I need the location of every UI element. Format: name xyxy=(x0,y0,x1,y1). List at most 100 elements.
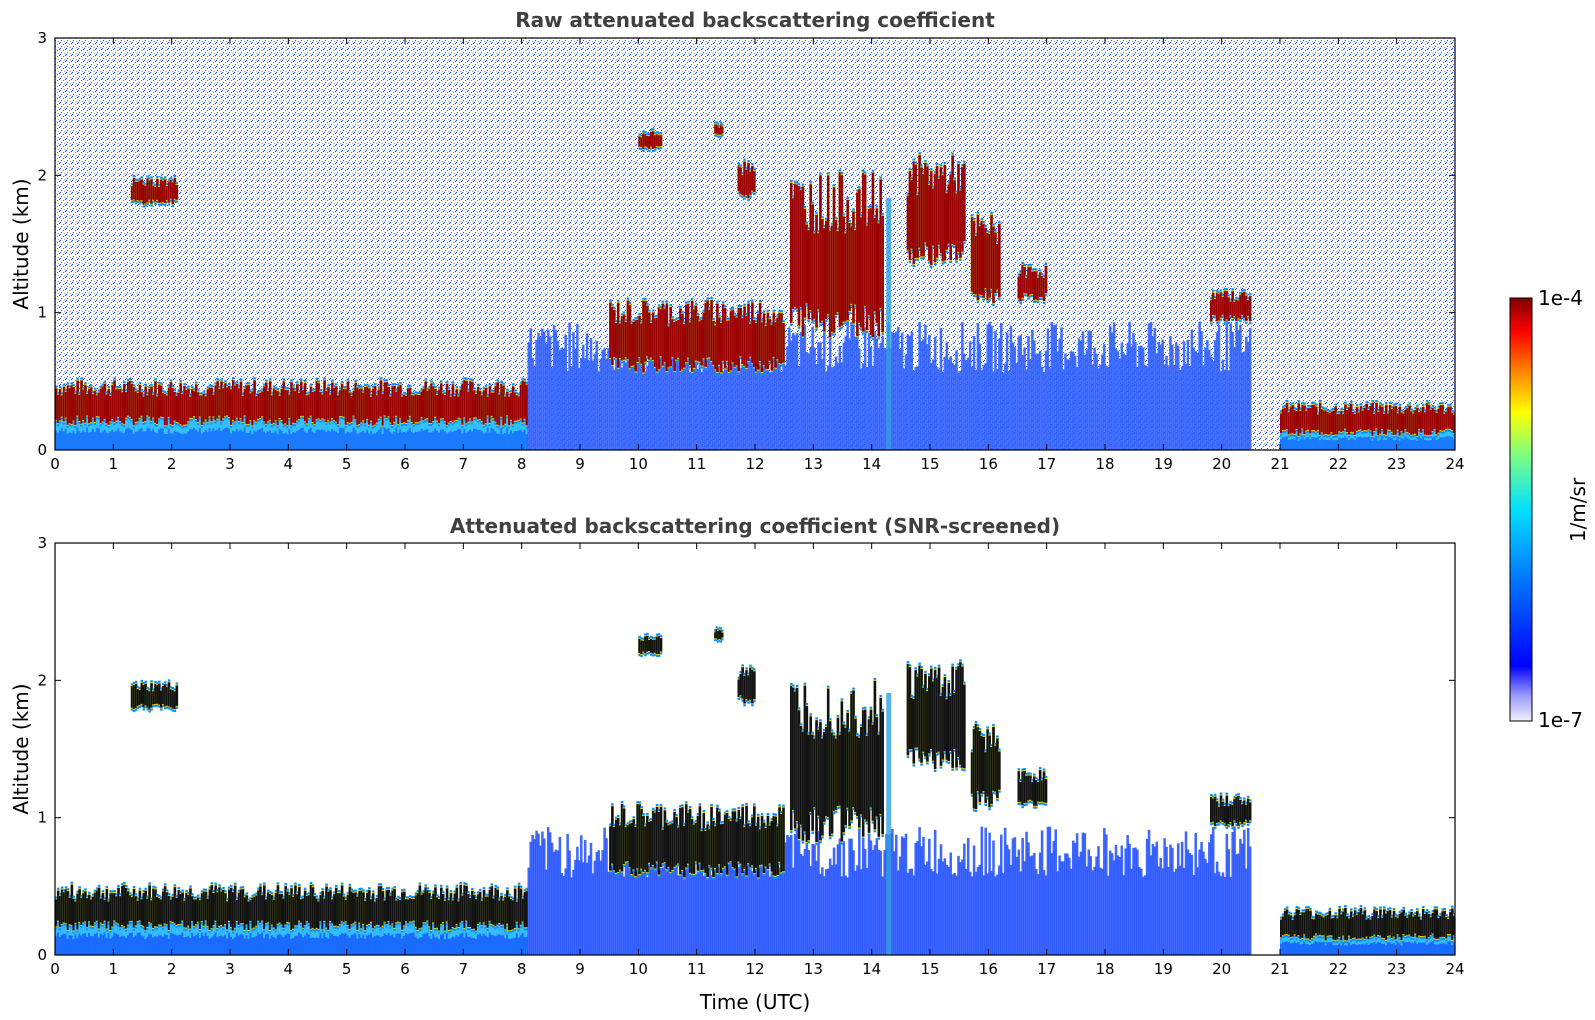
layer-column xyxy=(1062,369,1065,450)
cloud-core xyxy=(943,165,947,261)
layer-column xyxy=(706,847,709,955)
aerosol-bottom xyxy=(222,926,225,937)
cloud-core xyxy=(661,303,665,366)
cloud-core xyxy=(1285,909,1289,935)
aerosol-bottom xyxy=(266,421,270,432)
layer-column xyxy=(1085,866,1089,955)
cloud-core xyxy=(478,390,482,420)
cloud-core xyxy=(189,396,192,418)
cloud-core xyxy=(1412,413,1415,435)
layer-column xyxy=(597,371,601,450)
aerosol-column xyxy=(453,927,457,955)
layer-column xyxy=(966,837,970,955)
aerosol-column xyxy=(502,924,505,955)
aerosol-bottom xyxy=(185,927,188,938)
layer-column xyxy=(661,349,665,450)
cloud-core xyxy=(265,382,268,424)
aerosol-bottom xyxy=(86,415,89,428)
cloud-core xyxy=(683,324,686,368)
aerosol-column xyxy=(414,422,418,450)
cloud-core xyxy=(354,892,357,922)
layer-column xyxy=(702,336,706,450)
layer-column xyxy=(603,348,606,450)
layer-column xyxy=(1163,838,1166,955)
layer-column xyxy=(1066,359,1069,450)
aerosol-column xyxy=(508,425,511,450)
aerosol-column xyxy=(245,924,249,955)
cloud-core xyxy=(1408,914,1411,935)
aerosol-column xyxy=(160,924,163,955)
aerosol-bottom xyxy=(117,923,120,935)
cloud-core xyxy=(992,226,995,304)
aerosol-bottom xyxy=(144,930,147,939)
layer-column xyxy=(871,365,875,450)
aerosol-bottom xyxy=(173,923,177,935)
layer-column xyxy=(657,863,661,955)
cloud-core xyxy=(1231,291,1234,319)
aerosol-bottom xyxy=(1291,936,1295,944)
cloud-core xyxy=(95,395,99,417)
aerosol-column xyxy=(1388,429,1392,450)
cloud-core xyxy=(772,312,776,357)
cloud-core xyxy=(204,891,208,921)
layer-column xyxy=(694,360,698,450)
aerosol-bottom xyxy=(58,927,62,937)
aerosol-bottom xyxy=(434,416,437,429)
cloud-core xyxy=(1318,402,1322,435)
layer-column xyxy=(1138,867,1141,955)
cloud-core xyxy=(391,890,394,924)
layer-column xyxy=(651,323,655,450)
cloud-core xyxy=(401,396,404,424)
cloud-core xyxy=(1219,292,1223,318)
cloud-core xyxy=(928,185,931,261)
layer-column xyxy=(566,371,569,450)
aerosol-column xyxy=(210,928,214,955)
cloud-core xyxy=(294,390,297,424)
cloud-core xyxy=(700,319,704,366)
layer-column xyxy=(961,322,964,450)
aerosol-column xyxy=(309,415,313,450)
aerosol-column xyxy=(1320,935,1324,955)
aerosol-column xyxy=(1336,939,1339,955)
layer-column xyxy=(632,841,636,955)
aerosol-bottom xyxy=(278,417,282,430)
aerosol-bottom xyxy=(496,424,499,434)
aerosol-bottom xyxy=(1402,934,1406,942)
layer-column xyxy=(1089,331,1092,450)
layer-column xyxy=(607,348,610,450)
aerosol-bottom xyxy=(95,920,99,933)
aerosol-column xyxy=(327,929,330,955)
cloud-core xyxy=(426,890,429,921)
cloud-core xyxy=(239,889,243,924)
aerosol-bottom xyxy=(113,920,116,933)
aerosol-column xyxy=(177,923,181,955)
aerosol-column xyxy=(1289,937,1293,955)
aerosol-bottom xyxy=(218,415,221,428)
aerosol-column xyxy=(1408,934,1411,955)
aerosol-column xyxy=(373,424,377,450)
aerosol-column xyxy=(1406,431,1409,450)
layer-column xyxy=(1112,860,1116,955)
aerosol-bottom xyxy=(352,923,356,935)
aerosol-column xyxy=(342,922,346,955)
aerosol-column xyxy=(504,423,507,450)
layer-column xyxy=(1196,352,1199,450)
aerosol-column xyxy=(1369,430,1372,450)
layer-column xyxy=(809,866,812,955)
cloud-core xyxy=(441,893,445,922)
cloud-core xyxy=(362,392,365,421)
layer-column xyxy=(1017,336,1021,450)
cloud-core xyxy=(517,885,521,929)
layer-column xyxy=(1161,868,1164,955)
aerosol-bottom xyxy=(375,924,379,936)
cloud-core xyxy=(331,382,334,418)
aerosol-bottom xyxy=(296,925,299,936)
cloud-core xyxy=(490,886,494,924)
aerosol-bottom xyxy=(1412,937,1415,944)
aerosol-column xyxy=(1423,935,1427,955)
layer-column xyxy=(772,331,776,450)
aerosol-column xyxy=(288,418,291,450)
aerosol-column xyxy=(389,925,392,955)
cloud-core xyxy=(391,386,394,425)
cloud-core xyxy=(315,380,319,420)
